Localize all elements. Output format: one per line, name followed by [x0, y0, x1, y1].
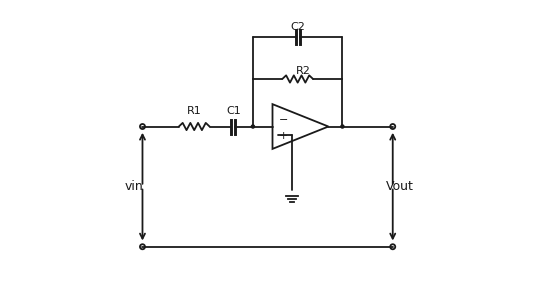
Text: C2: C2 [290, 22, 305, 32]
Text: vin: vin [125, 180, 143, 193]
Text: C1: C1 [226, 106, 241, 116]
Text: $-$: $-$ [277, 113, 288, 123]
Circle shape [341, 125, 344, 128]
Text: R2: R2 [296, 65, 311, 76]
Text: $+$: $+$ [277, 130, 288, 141]
Text: Vout: Vout [386, 180, 414, 193]
Circle shape [251, 125, 255, 128]
Text: R1: R1 [187, 106, 202, 116]
